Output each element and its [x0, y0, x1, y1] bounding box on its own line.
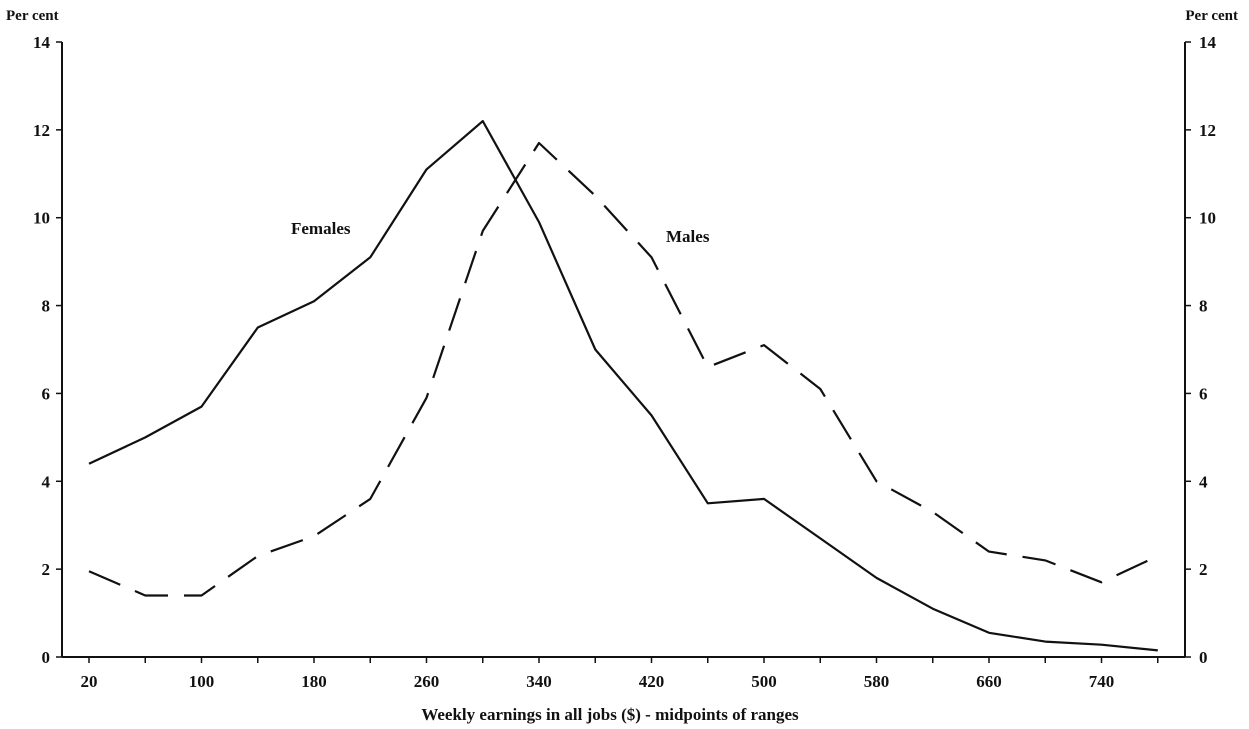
left-y-tick-label: 8	[42, 297, 51, 316]
females-annotation: Females	[291, 219, 351, 238]
right-y-tick-label: 6	[1199, 384, 1208, 403]
x-tick-label: 20	[81, 672, 98, 691]
left-y-tick-label: 6	[42, 384, 51, 403]
x-tick-label: 420	[639, 672, 665, 691]
right-y-tick-label: 0	[1199, 648, 1208, 667]
x-tick-label: 340	[526, 672, 552, 691]
right-y-tick-label: 8	[1199, 297, 1208, 316]
x-tick-label: 100	[189, 672, 215, 691]
right-axis-title: Per cent	[1185, 8, 1238, 24]
males-annotation: Males	[666, 227, 710, 246]
x-tick-label: 180	[301, 672, 327, 691]
right-y-tick-label: 14	[1199, 33, 1217, 52]
series-layer	[88, 119, 1159, 652]
males-series-line	[88, 141, 1159, 597]
x-tick-label: 260	[414, 672, 440, 691]
left-y-tick-label: 2	[42, 560, 51, 579]
females-series-line	[88, 119, 1158, 652]
left-y-tick-label: 10	[33, 209, 50, 228]
right-y-tick-label: 10	[1199, 209, 1216, 228]
right-y-tick-label: 2	[1199, 560, 1208, 579]
tick-layer: 0 0 2 2 4 4 6 6 8 8 10 10 12 12 14 14 20 100 180 260 340 420 5…	[33, 33, 1217, 691]
left-y-tick-label: 14	[33, 33, 51, 52]
right-y-tick-label: 4	[1199, 472, 1208, 491]
left-y-tick-label: 4	[42, 472, 51, 491]
left-y-tick-label: 0	[42, 648, 51, 667]
x-tick-label: 580	[864, 672, 890, 691]
x-tick-label: 500	[751, 672, 777, 691]
x-tick-label: 740	[1089, 672, 1115, 691]
x-tick-label: 660	[976, 672, 1002, 691]
x-axis-title: Weekly earnings in all jobs ($) - midpoi…	[421, 705, 799, 724]
left-y-tick-label: 12	[33, 121, 50, 140]
right-y-tick-label: 12	[1199, 121, 1216, 140]
left-axis-title: Per cent	[6, 8, 59, 24]
